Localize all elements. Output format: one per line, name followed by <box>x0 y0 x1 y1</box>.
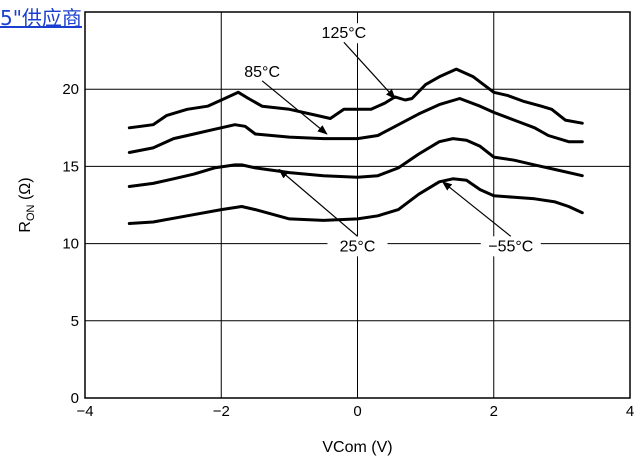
plot-area-border <box>84 11 631 399</box>
annotation-arrow <box>343 41 396 100</box>
y-tick-label: 15 <box>62 158 79 175</box>
annotation-arrow <box>261 80 328 135</box>
tick-labels: −4−20240510152025 <box>62 4 634 420</box>
annotation-label: 85°C <box>244 64 280 81</box>
x-tick-label: −2 <box>213 403 230 420</box>
x-tick-label: 0 <box>353 403 361 420</box>
gridlines <box>85 12 630 398</box>
annotations: 125°C 85°C 25°C −55°C <box>232 23 541 257</box>
series-line <box>127 67 584 130</box>
series-line <box>127 177 584 225</box>
y-axis-label-unit: (Ω) <box>17 177 34 204</box>
annotation-label-bg <box>313 23 374 44</box>
annotation-label: 25°C <box>340 238 376 255</box>
x-axis-label: VCom (V) <box>322 439 392 456</box>
annotation-label-bg <box>327 236 388 257</box>
series-line <box>127 137 584 188</box>
y-tick-label: 20 <box>62 81 79 98</box>
series-layer <box>127 67 584 225</box>
y-axis-label-subscript: ON <box>25 204 37 221</box>
x-tick-label: 4 <box>626 403 634 420</box>
annotation-label-bg <box>232 61 293 82</box>
y-tick-label: 0 <box>71 390 79 407</box>
series-line <box>127 97 584 154</box>
y-axis-label: RON (Ω) <box>17 177 37 232</box>
y-tick-label: 5 <box>71 313 79 330</box>
supplier-link[interactable]: 5"供应商 <box>0 2 84 31</box>
y-tick-label: 10 <box>62 236 79 253</box>
annotation-label: −55°C <box>488 238 533 255</box>
annotation-arrow <box>441 181 512 237</box>
annotation-label: 125°C <box>322 25 367 42</box>
annotation-arrow <box>278 168 358 237</box>
plot-frame <box>84 11 631 399</box>
annotation-label-bg <box>480 236 541 257</box>
x-tick-label: 2 <box>490 403 498 420</box>
x-tick-label: −4 <box>76 403 93 420</box>
y-axis-label-main: R <box>17 221 34 233</box>
